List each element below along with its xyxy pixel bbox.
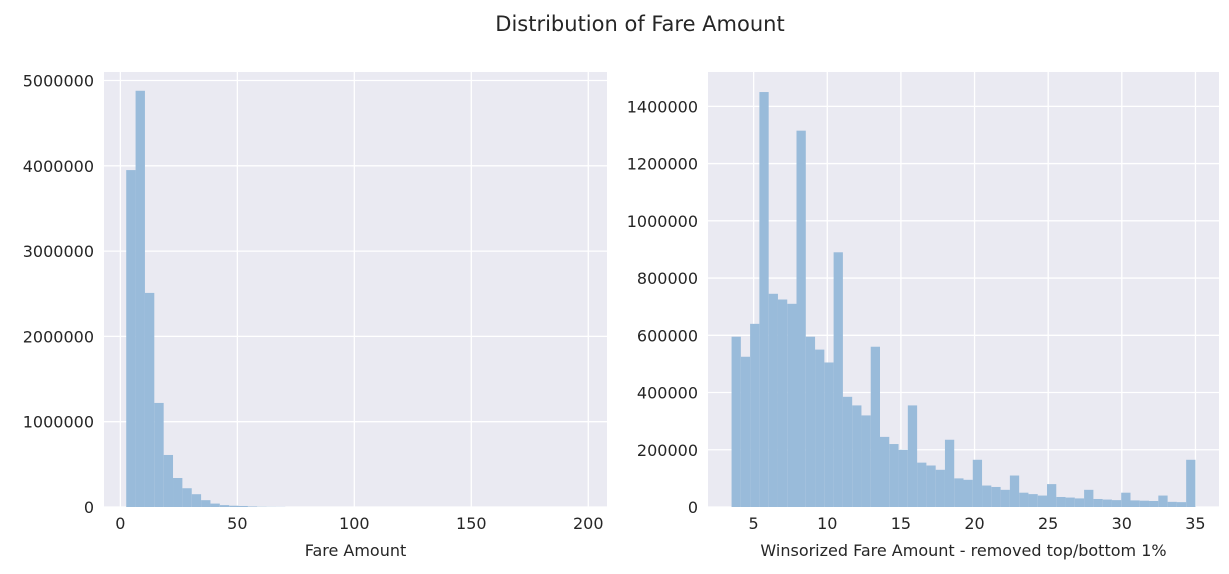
histogram-bar	[880, 436, 890, 507]
histogram-bar	[1093, 498, 1103, 507]
histogram-bar	[182, 488, 192, 507]
histogram-bar	[768, 293, 778, 507]
histogram-bar	[759, 92, 769, 507]
y-tick-label: 5000000	[23, 72, 94, 91]
left-histogram-panel: 0 50 100 150 200 0 1000000 2000000 3000000 400000…	[23, 72, 607, 560]
histogram-bar	[126, 170, 136, 507]
y-tick-label: 1000000	[627, 212, 698, 231]
histogram-bar	[163, 454, 174, 507]
histogram-bar	[944, 439, 955, 507]
figure-title: Distribution of Fare Amount	[495, 12, 784, 36]
histogram-bar	[870, 346, 881, 507]
x-tick-label: 20	[964, 514, 984, 533]
histogram-bar	[898, 449, 908, 507]
histogram-bar	[889, 444, 899, 507]
histogram-bar	[1102, 499, 1112, 507]
histogram-bar	[1084, 489, 1094, 507]
histogram-bar	[1000, 489, 1010, 507]
histogram-bar	[991, 486, 1001, 507]
histogram-bar	[954, 478, 964, 507]
histogram-bar	[201, 500, 211, 507]
histogram-bar	[815, 349, 825, 507]
histogram-bar	[787, 303, 797, 507]
histogram-bar	[1186, 459, 1196, 507]
histogram-bar	[1167, 501, 1177, 507]
histogram-bar	[1019, 492, 1029, 507]
histogram-bar	[191, 494, 202, 507]
histogram-bar	[972, 459, 983, 507]
x-tick-label: 150	[456, 514, 487, 533]
histogram-bar	[926, 465, 936, 507]
histogram-bar	[731, 336, 741, 507]
histogram-bar	[144, 292, 155, 507]
y-tick-label: 4000000	[23, 157, 94, 176]
x-tick-label: 10	[817, 514, 837, 533]
histogram-bar	[805, 336, 816, 507]
histogram-bar	[1111, 500, 1122, 507]
x-tick-label: 0	[115, 514, 125, 533]
histogram-bar	[907, 405, 918, 507]
histogram-bar	[219, 505, 230, 507]
y-tick-label: 400000	[637, 384, 698, 403]
histogram-bar	[917, 462, 927, 507]
histogram-bar	[777, 299, 788, 507]
histogram-bar	[740, 356, 751, 507]
x-tick-label: 5	[749, 514, 759, 533]
histogram-bar	[852, 405, 862, 507]
x-axis-label: Winsorized Fare Amount - removed top/bot…	[760, 541, 1166, 560]
x-tick-label: 25	[1038, 514, 1058, 533]
histogram-bar	[1158, 495, 1168, 507]
histogram-bar	[982, 485, 992, 507]
histogram-bar	[750, 323, 760, 507]
histogram-bar	[238, 505, 248, 507]
y-tick-label: 600000	[637, 326, 698, 345]
histogram-bar	[935, 469, 945, 507]
y-tick-label: 0	[688, 498, 698, 517]
histogram-bar	[1176, 502, 1187, 507]
histogram-bar	[861, 415, 871, 507]
histogram-bar	[1065, 497, 1075, 507]
x-tick-label: 200	[573, 514, 604, 533]
plot-area	[104, 72, 607, 507]
x-tick-label: 35	[1185, 514, 1205, 533]
histogram-bar	[1121, 492, 1131, 507]
x-tick-label: 100	[339, 514, 370, 533]
y-tick-label: 1000000	[23, 413, 94, 432]
histogram-bar	[247, 506, 258, 507]
histogram-bar	[135, 90, 145, 507]
histogram-bar	[842, 396, 853, 507]
y-tick-label: 3000000	[23, 242, 94, 261]
histogram-bar	[1028, 494, 1038, 507]
x-tick-label: 30	[1112, 514, 1132, 533]
histogram-bar	[833, 252, 843, 507]
histogram-bar	[1074, 498, 1085, 507]
histogram-bar	[173, 478, 183, 507]
y-tick-label: 0	[84, 498, 94, 517]
histogram-bar	[1037, 495, 1047, 507]
x-tick-label: 15	[891, 514, 911, 533]
y-tick-label: 2000000	[23, 327, 94, 346]
y-tick-label: 800000	[637, 269, 698, 288]
histogram-bar	[796, 130, 806, 507]
x-axis-label: Fare Amount	[305, 541, 407, 560]
histogram-bar	[1149, 500, 1159, 507]
histogram-bar	[1009, 475, 1020, 507]
histogram-bar	[824, 362, 834, 507]
y-tick-label: 200000	[637, 441, 698, 460]
histogram-bar	[229, 505, 239, 507]
histogram-bar	[154, 402, 164, 507]
histogram-bar	[1056, 496, 1066, 507]
right-histogram-panel: 5 10 15 20 25 30 35 0 200000 400000 600000 800000 10…	[627, 72, 1219, 560]
y-tick-label: 1400000	[627, 97, 698, 116]
y-tick-label: 1200000	[627, 155, 698, 174]
histogram-bar	[963, 479, 973, 507]
histogram-bar	[210, 503, 220, 507]
x-tick-label: 50	[227, 514, 247, 533]
histogram-bar	[1130, 500, 1140, 507]
histogram-bar	[1046, 484, 1057, 507]
histogram-bar	[1139, 500, 1150, 507]
